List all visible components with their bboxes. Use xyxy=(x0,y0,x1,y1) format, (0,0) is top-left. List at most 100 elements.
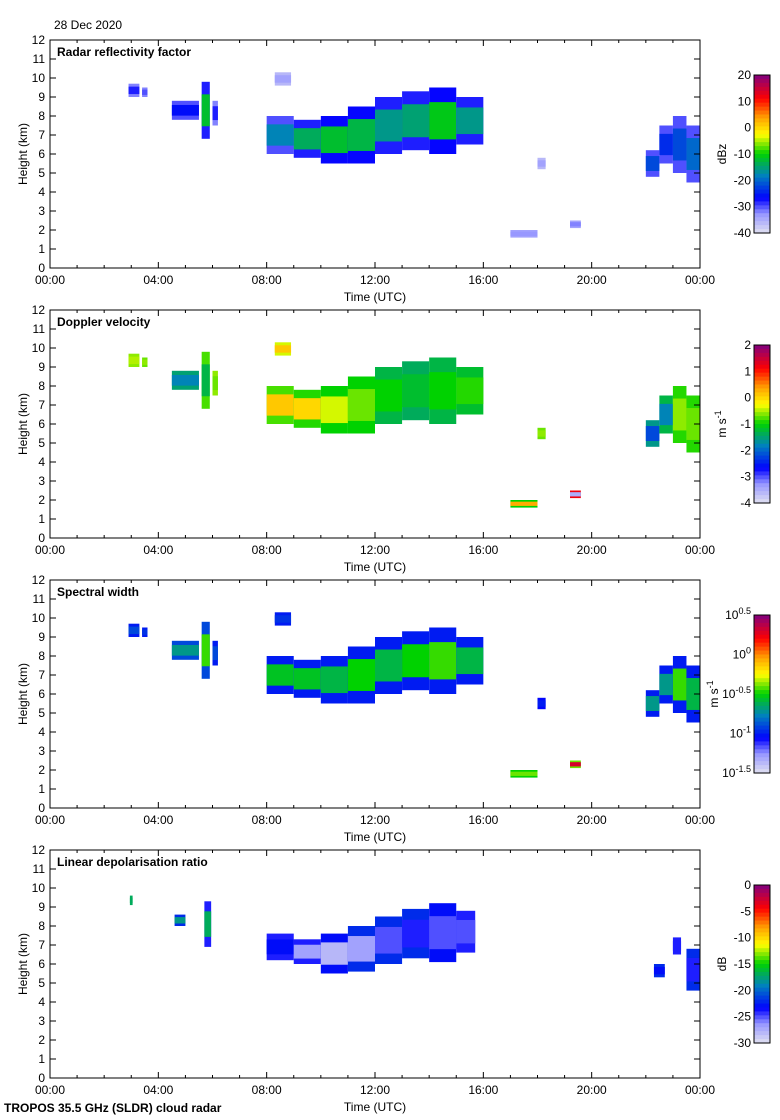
colorbar-segment xyxy=(754,753,770,758)
colorbar-segment xyxy=(754,1035,770,1040)
colorbar-segment xyxy=(754,138,770,143)
colorbar-segment xyxy=(754,435,770,441)
echo-region-core xyxy=(653,966,665,975)
echo-region-core xyxy=(320,942,348,965)
colorbar-segment xyxy=(754,646,770,652)
echo-region-core xyxy=(375,649,403,682)
y-tick-label: 10 xyxy=(32,611,46,625)
y-tick-label: 0 xyxy=(38,1071,45,1085)
colorbar-segment xyxy=(754,364,770,370)
colorbar-tick-label: -4 xyxy=(740,496,751,510)
colorbar-segment xyxy=(754,964,770,969)
echo-region-core xyxy=(266,939,294,955)
echo-region-core xyxy=(402,104,430,138)
x-tick-label: 04:00 xyxy=(143,543,173,557)
colorbar-segment xyxy=(754,82,770,88)
colorbar-segment xyxy=(754,427,770,433)
y-tick-label: 9 xyxy=(38,360,45,374)
colorbar-segment xyxy=(754,483,770,488)
colorbar-segment xyxy=(754,626,770,632)
echo-region-core xyxy=(142,89,148,95)
colorbar-segment xyxy=(754,721,770,727)
colorbar-segment xyxy=(754,90,770,96)
colorbar-segment xyxy=(754,392,770,397)
x-tick-label: 16:00 xyxy=(468,813,498,827)
colorbar-segment xyxy=(754,376,770,382)
colorbar-segment xyxy=(754,146,770,151)
x-tick-label: 08:00 xyxy=(252,813,282,827)
colorbar-segment xyxy=(754,932,770,937)
y-tick-label: 4 xyxy=(38,185,45,199)
echo-region-core xyxy=(171,644,199,656)
colorbar-tick-label: -20 xyxy=(734,983,752,997)
colorbar-segment xyxy=(754,694,770,699)
colorbar-segment xyxy=(754,221,770,226)
echo-region-core xyxy=(510,501,538,506)
x-axis-label: Time (UTC) xyxy=(344,290,406,304)
echo-region-core xyxy=(266,124,294,146)
y-tick-label: 8 xyxy=(38,379,45,393)
colorbar-unit: m s-1 xyxy=(705,680,721,707)
x-tick-label: 12:00 xyxy=(360,273,390,287)
echo-region-core xyxy=(510,771,538,776)
y-tick-label: 5 xyxy=(38,976,45,990)
echo-region-core xyxy=(686,957,700,982)
y-axis-label: Height (km) xyxy=(16,663,30,725)
colorbar-segment xyxy=(754,368,770,374)
echo-region-core xyxy=(320,126,348,154)
y-tick-label: 4 xyxy=(38,725,45,739)
y-tick-label: 11 xyxy=(33,322,46,336)
colorbar-tick-label: -10 xyxy=(734,931,752,945)
echo-region-core xyxy=(174,917,186,924)
x-tick-label: 04:00 xyxy=(143,273,173,287)
colorbar-segment xyxy=(754,634,770,640)
panel-title: Linear depolarisation ratio xyxy=(57,855,208,869)
colorbar-segment xyxy=(754,674,770,679)
colorbar-segment xyxy=(754,737,770,742)
echo-region-core xyxy=(672,128,687,161)
colorbar-tick-label: -25 xyxy=(734,1010,752,1024)
echo-region-core xyxy=(212,646,218,661)
colorbar-tick-exponent: 0.5 xyxy=(738,606,751,616)
x-tick-label: 00:00 xyxy=(35,273,65,287)
colorbar-segment xyxy=(754,1023,770,1028)
colorbar-unit-exponent: -1 xyxy=(705,680,715,688)
y-tick-label: 9 xyxy=(38,90,45,104)
colorbar-segment xyxy=(754,98,770,104)
y-tick-label: 7 xyxy=(38,398,45,412)
echo-region-core xyxy=(456,107,484,135)
colorbar-segment xyxy=(754,110,770,116)
echo-region-core xyxy=(347,389,375,421)
colorbar-segment xyxy=(754,888,770,894)
colorbar-segment xyxy=(754,348,770,354)
y-tick-label: 0 xyxy=(38,801,45,815)
echo-region-core xyxy=(266,394,294,416)
echo-region-core xyxy=(429,372,457,410)
echo-region-core xyxy=(128,626,140,635)
y-tick-label: 0 xyxy=(38,261,45,275)
colorbar-frame xyxy=(753,74,771,234)
colorbar-tick-exponent: -1.5 xyxy=(735,764,751,774)
y-tick-label: 6 xyxy=(38,417,45,431)
echo-region-core xyxy=(537,430,546,437)
colorbar-segment xyxy=(754,86,770,92)
echo-region-core xyxy=(293,128,321,150)
colorbar-segment xyxy=(754,983,770,989)
echo-region-core xyxy=(429,102,457,140)
echo-region-core xyxy=(659,133,673,156)
colorbar-segment xyxy=(754,467,770,472)
colorbar-segment xyxy=(754,451,770,457)
colorbar-tick-label: 0 xyxy=(744,391,751,405)
x-tick-label: 16:00 xyxy=(468,1083,498,1097)
y-tick-label: 2 xyxy=(38,1033,45,1047)
echo-region-core xyxy=(672,941,682,951)
x-tick-label: 20:00 xyxy=(577,813,607,827)
panel-title: Spectral width xyxy=(57,585,139,599)
colorbar-tick-label: 0 xyxy=(744,878,751,892)
echo-region-core xyxy=(672,398,687,431)
colorbar-segment xyxy=(754,217,770,222)
echo-region-core xyxy=(375,379,403,412)
colorbar-segment xyxy=(754,928,770,933)
